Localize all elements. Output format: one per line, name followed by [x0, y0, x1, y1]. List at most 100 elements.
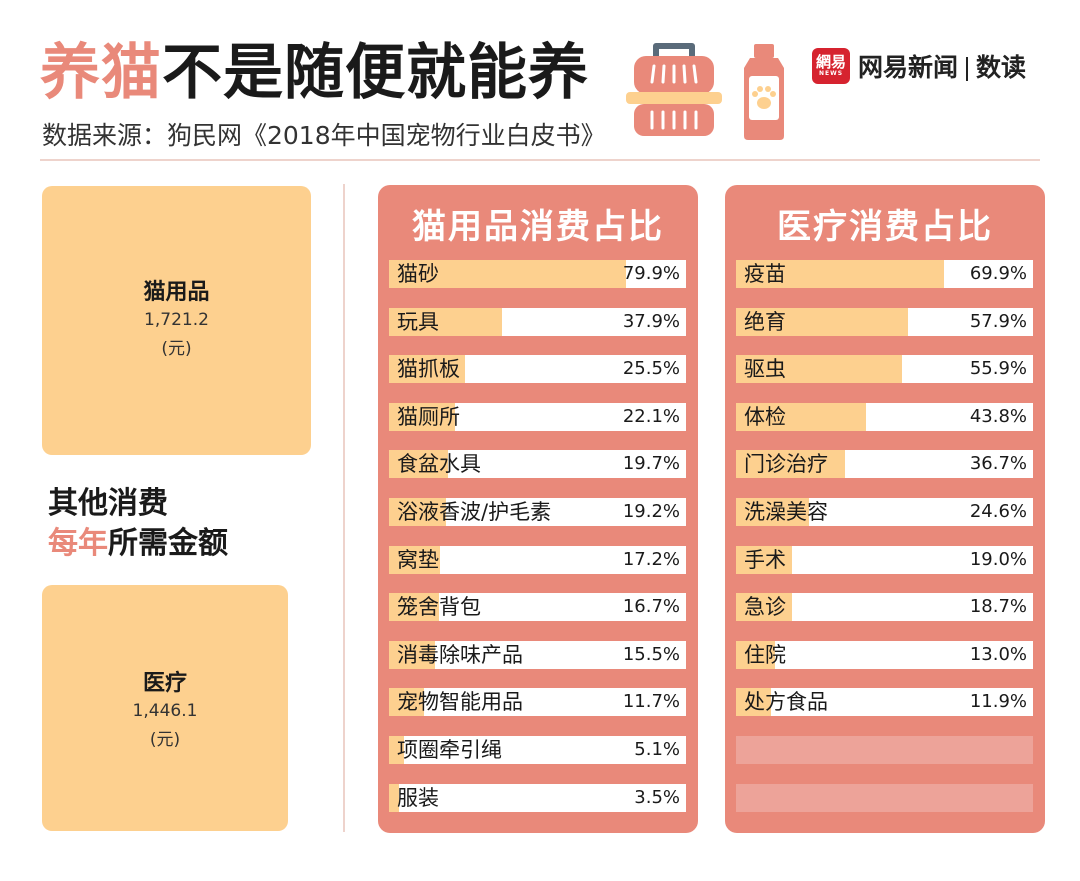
category-label: 住院 — [744, 642, 786, 667]
category-label: 绝育 — [744, 309, 786, 334]
supplies-summary-card: 猫用品 1,721.2 (元) — [42, 186, 311, 455]
supplies-unit: (元) — [161, 339, 192, 359]
value-label: 18.7% — [969, 596, 1027, 618]
netease-logo: 網易 NEWS 网易新闻 数读 — [812, 48, 1026, 84]
value-label: 43.8% — [969, 405, 1027, 427]
category-label: 门诊治疗 — [744, 452, 828, 477]
category-label: 猫抓板 — [397, 357, 460, 382]
middle-highlight: 每年 — [48, 526, 108, 561]
value-label: 57.9% — [969, 310, 1027, 332]
bar-row: 服装 3.5% — [389, 783, 686, 812]
category-label: 项圈牵引绳 — [397, 738, 502, 762]
category-label: 洗澡美容 — [744, 500, 828, 524]
bar — [389, 783, 400, 812]
bar — [389, 545, 441, 574]
middle-rest: 所需金额 — [108, 526, 228, 561]
category-label: 疫苗 — [744, 262, 786, 286]
bar — [389, 498, 447, 526]
bar — [736, 593, 792, 622]
category-label: 急诊 — [744, 595, 786, 620]
bar-row: 手术 19.0% — [736, 545, 1033, 574]
bar — [389, 260, 627, 288]
middle-line-2: 每年所需金额 — [48, 524, 228, 564]
bar-row: 住院 13.0% — [736, 640, 1033, 669]
title-rest: 不是随便就能养 — [162, 38, 589, 108]
logo-name: 网易新闻 — [858, 53, 959, 82]
bar-row: 洗澡美容 24.6% — [736, 498, 1033, 526]
bar-row: 处方食品 11.9% — [736, 688, 1033, 717]
bar — [736, 307, 908, 336]
bar-row: 猫砂 79.9% — [389, 260, 686, 288]
bar-row: 猫厕所 22.1% — [389, 402, 686, 431]
logo-separator — [966, 57, 969, 81]
bar — [389, 640, 436, 669]
bar — [736, 498, 810, 526]
bar — [389, 402, 455, 431]
title-highlight: 养猫 — [40, 38, 162, 108]
medical-unit: (元) — [149, 730, 181, 750]
bar-row: 笼舍背包 16.7% — [389, 593, 686, 622]
value-label: 17.2% — [622, 548, 680, 570]
bar — [736, 260, 944, 288]
value-label: 24.6% — [969, 501, 1027, 522]
value-label: 16.7% — [622, 596, 680, 618]
category-label: 浴液香波/护毛素 — [397, 500, 552, 524]
bar — [736, 640, 775, 669]
bar-row: 消毒除味产品 15.5% — [389, 640, 686, 669]
category-label: 玩具 — [397, 309, 439, 334]
value-label: 19.7% — [622, 453, 680, 475]
bar-row: 绝育 57.9% — [736, 307, 1033, 336]
value-label: 69.9% — [969, 263, 1027, 284]
value-label: 3.5% — [634, 786, 680, 808]
header-divider — [40, 159, 1040, 161]
value-label: 11.9% — [969, 691, 1027, 713]
value-label: 79.9% — [622, 263, 680, 284]
value-label: 19.2% — [622, 501, 680, 522]
bar-row: 急诊 18.7% — [736, 593, 1033, 622]
logo-text: 网易新闻 数读 — [858, 48, 1026, 84]
bar-row: 食盆水具 19.7% — [389, 450, 686, 479]
empty-row — [736, 783, 1033, 812]
category-label: 手术 — [744, 547, 786, 572]
medical-value: 1,446.1 — [132, 701, 198, 721]
data-source: 数据来源：狗民网《2018年中国宠物行业白皮书》 — [42, 121, 606, 150]
bar — [389, 450, 448, 479]
category-label: 宠物智能用品 — [397, 690, 523, 715]
category-label: 驱虫 — [744, 357, 786, 382]
bar-row: 窝垫 17.2% — [389, 545, 686, 574]
medical-chart-title: 医疗消费占比 — [777, 207, 993, 247]
category-label: 服装 — [397, 785, 439, 810]
bar — [389, 307, 502, 336]
shampoo-bottle-icon — [744, 44, 784, 140]
medical-chart-panel: 医疗消费占比 疫苗 69.9% 绝育 57.9% 驱虫 55.9% 体检 43.8% 门诊治疗 3… — [725, 185, 1045, 833]
bar — [389, 593, 439, 622]
category-label: 体检 — [744, 404, 786, 429]
bar — [389, 736, 405, 764]
bar — [736, 688, 772, 717]
value-label: 15.5% — [622, 643, 680, 665]
netease-badge: 網易 NEWS — [812, 48, 850, 84]
bar-row: 驱虫 55.9% — [736, 355, 1033, 384]
category-label: 消毒除味产品 — [397, 642, 523, 667]
supplies-label: 猫用品 — [143, 280, 210, 305]
value-label: 11.7% — [622, 691, 680, 713]
value-label: 13.0% — [969, 643, 1027, 665]
category-label: 食盆水具 — [397, 452, 481, 477]
bar-row: 门诊治疗 36.7% — [736, 450, 1033, 479]
medical-summary-card: 医疗 1,446.1 (元) — [42, 585, 288, 831]
supplies-chart-panel: 猫用品消费占比 猫砂 79.9% 玩具 37.9% 猫抓板 25.5% 猫厕所 22.1% 食盆… — [378, 185, 698, 833]
value-label: 36.7% — [969, 453, 1027, 475]
value-label: 25.5% — [622, 358, 680, 380]
column-divider — [343, 184, 345, 832]
page-title: 养猫不是随便就能养 — [40, 38, 589, 108]
category-label: 窝垫 — [397, 547, 439, 572]
value-label: 19.0% — [969, 548, 1027, 570]
bar — [389, 355, 465, 384]
bar-row: 宠物智能用品 11.7% — [389, 688, 686, 717]
bar-row: 体检 43.8% — [736, 402, 1033, 431]
paw-icon — [752, 86, 776, 109]
supplies-value: 1,721.2 — [144, 310, 209, 330]
bar-row: 玩具 37.9% — [389, 307, 686, 336]
bar-row: 浴液香波/护毛素 19.2% — [389, 498, 686, 526]
category-label: 处方食品 — [744, 690, 828, 715]
